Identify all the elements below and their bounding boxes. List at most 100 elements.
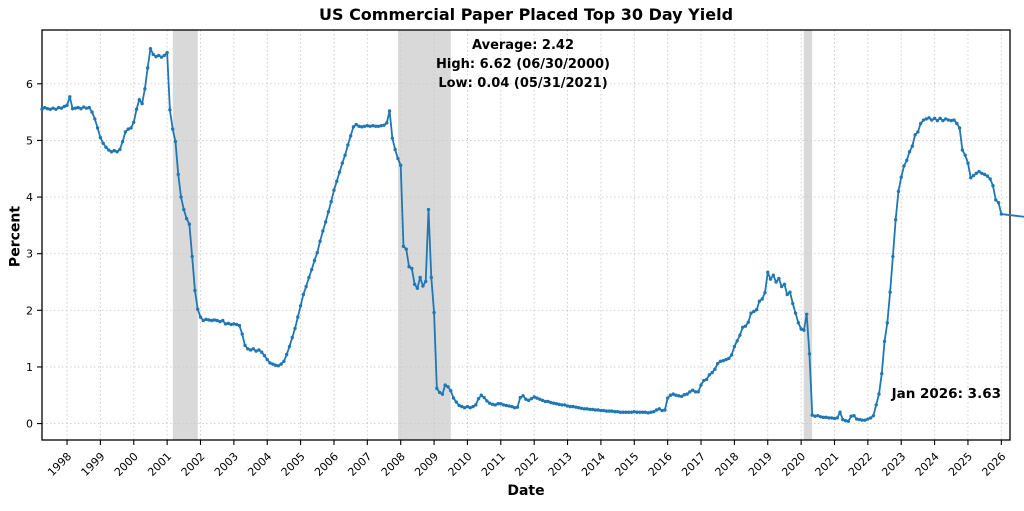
data-point bbox=[321, 229, 325, 233]
data-point bbox=[368, 124, 372, 128]
data-point bbox=[246, 347, 250, 351]
data-point bbox=[101, 141, 105, 145]
axes-frame bbox=[41, 29, 1011, 441]
data-point bbox=[326, 210, 331, 214]
data-point bbox=[310, 267, 314, 272]
data-point bbox=[877, 392, 881, 396]
data-point bbox=[874, 403, 878, 407]
data-point bbox=[354, 122, 358, 127]
data-point bbox=[518, 395, 522, 400]
data-point bbox=[841, 417, 845, 422]
data-point bbox=[362, 124, 367, 128]
data-point bbox=[724, 357, 728, 362]
data-point bbox=[68, 95, 72, 99]
data-point bbox=[104, 145, 108, 149]
data-point bbox=[540, 398, 545, 403]
data-point bbox=[994, 198, 998, 202]
data-point bbox=[293, 326, 297, 331]
data-point bbox=[365, 124, 370, 128]
data-point bbox=[468, 406, 472, 410]
data-point bbox=[918, 121, 923, 126]
data-point bbox=[944, 117, 948, 121]
data-point bbox=[429, 275, 433, 280]
data-point bbox=[543, 399, 547, 404]
data-point bbox=[843, 419, 848, 423]
data-point bbox=[568, 404, 573, 409]
data-point bbox=[151, 52, 155, 57]
data-point bbox=[82, 105, 86, 109]
data-point bbox=[632, 409, 636, 414]
data-point bbox=[549, 400, 553, 405]
data-point bbox=[170, 127, 175, 131]
data-point bbox=[741, 325, 745, 330]
data-point bbox=[282, 359, 286, 363]
data-point bbox=[240, 332, 244, 336]
data-point bbox=[941, 118, 945, 123]
data-point bbox=[382, 123, 386, 127]
data-point bbox=[223, 322, 228, 326]
data-point bbox=[443, 383, 447, 387]
data-point bbox=[218, 319, 222, 324]
x-tick-label: 1998 bbox=[45, 450, 74, 479]
data-point bbox=[109, 150, 114, 154]
data-point bbox=[421, 284, 425, 288]
data-point bbox=[793, 311, 798, 315]
data-point bbox=[588, 407, 592, 412]
data-point bbox=[838, 410, 842, 414]
data-point bbox=[513, 406, 517, 410]
data-point bbox=[804, 312, 809, 316]
data-point bbox=[204, 317, 208, 322]
data-point bbox=[743, 324, 748, 328]
data-point bbox=[699, 383, 703, 387]
data-point bbox=[112, 148, 117, 153]
data-point bbox=[243, 343, 247, 348]
data-point bbox=[913, 133, 917, 137]
data-point bbox=[557, 402, 561, 407]
stats-annotation: Average: 2.42 High: 6.62 (06/30/2000) Lo… bbox=[436, 36, 610, 93]
data-point bbox=[84, 106, 89, 110]
data-point bbox=[412, 282, 417, 286]
x-tick-label: 2023 bbox=[879, 450, 908, 479]
data-point bbox=[999, 212, 1004, 216]
data-point bbox=[613, 409, 617, 414]
chart-title: US Commercial Paper Placed Top 30 Day Yi… bbox=[318, 5, 734, 24]
data-point bbox=[496, 402, 500, 406]
data-point bbox=[145, 66, 150, 70]
data-point bbox=[51, 106, 55, 110]
data-point bbox=[59, 106, 64, 110]
data-point bbox=[351, 125, 356, 129]
data-point bbox=[226, 321, 230, 326]
data-point bbox=[290, 335, 294, 340]
data-point bbox=[685, 392, 689, 396]
data-point bbox=[601, 408, 606, 413]
x-tick-label: 2020 bbox=[779, 450, 808, 479]
data-point bbox=[157, 53, 161, 58]
data-point bbox=[935, 118, 940, 123]
x-tick-label: 2013 bbox=[546, 450, 575, 479]
x-tick-label: 2011 bbox=[479, 450, 508, 479]
data-point bbox=[143, 87, 147, 91]
data-point bbox=[168, 108, 172, 112]
stat-low: Low: 0.04 (05/31/2021) bbox=[438, 76, 608, 91]
x-tick-label: 2017 bbox=[679, 450, 708, 479]
data-point bbox=[646, 411, 650, 415]
data-point bbox=[346, 143, 350, 147]
y-tick-label: 6 bbox=[26, 78, 33, 91]
data-point bbox=[574, 405, 578, 409]
data-point bbox=[532, 395, 536, 399]
data-point bbox=[585, 407, 589, 411]
data-point bbox=[732, 344, 737, 349]
data-point bbox=[576, 406, 581, 410]
data-point bbox=[312, 258, 317, 263]
data-point bbox=[966, 161, 970, 165]
data-point bbox=[87, 105, 91, 110]
data-point bbox=[571, 404, 575, 409]
data-point bbox=[393, 147, 397, 152]
data-point bbox=[401, 244, 406, 249]
data-point bbox=[638, 410, 642, 414]
data-point bbox=[154, 54, 158, 59]
data-point bbox=[596, 408, 600, 412]
data-point bbox=[485, 399, 489, 403]
data-point bbox=[385, 121, 389, 125]
data-point bbox=[48, 107, 53, 111]
